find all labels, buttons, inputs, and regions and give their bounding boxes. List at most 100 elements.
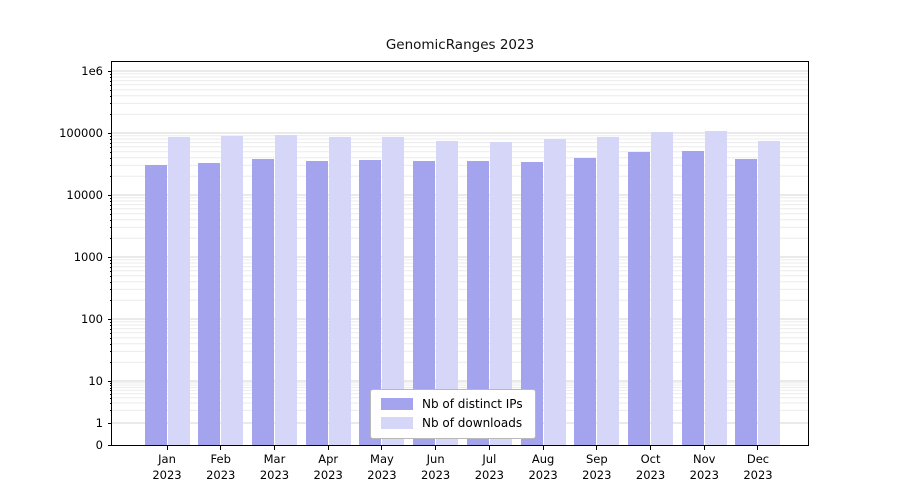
y-minor-tick-mark bbox=[109, 387, 112, 389]
bar-downloads bbox=[436, 141, 459, 445]
y-minor-tick-mark bbox=[109, 259, 112, 261]
y-tick-label: 10000 bbox=[66, 188, 103, 202]
x-tick-year: 2023 bbox=[152, 468, 182, 482]
x-tick-year: 2023 bbox=[420, 468, 451, 482]
y-minor-tick-mark bbox=[109, 219, 112, 221]
y-minor-tick-mark bbox=[109, 84, 112, 86]
bar-distinct-ips bbox=[144, 165, 167, 445]
y-minor-tick-mark bbox=[109, 289, 112, 291]
y-minor-tick-mark bbox=[109, 270, 112, 272]
y-minor-tick-mark bbox=[109, 332, 112, 334]
y-tick-label: 100 bbox=[81, 312, 103, 326]
x-tick-mark bbox=[596, 446, 598, 450]
bar-distinct-ips bbox=[628, 151, 651, 445]
x-tick-mark bbox=[381, 446, 383, 450]
y-minor-tick-mark bbox=[109, 142, 112, 144]
x-tick-month: Jan bbox=[158, 452, 176, 466]
y-minor-tick-mark bbox=[109, 135, 112, 137]
y-minor-tick-mark bbox=[109, 157, 112, 159]
y-minor-tick-mark bbox=[109, 201, 112, 202]
bar-downloads bbox=[543, 139, 566, 445]
x-tick-year: 2023 bbox=[474, 468, 504, 482]
y-minor-tick-mark bbox=[109, 275, 112, 277]
bar-downloads bbox=[597, 137, 620, 445]
bar-downloads bbox=[328, 137, 351, 445]
y-tick-label: 1e6 bbox=[81, 64, 103, 78]
legend: Nb of distinct IPs Nb of downloads bbox=[370, 389, 536, 439]
x-tick-year: 2023 bbox=[689, 468, 719, 482]
x-tick-month: Nov bbox=[693, 452, 716, 466]
x-tick-month: Dec bbox=[746, 452, 770, 466]
legend-label-distinct-ips: Nb of distinct IPs bbox=[422, 397, 523, 411]
y-minor-tick-mark bbox=[109, 321, 112, 323]
y-tick-mark bbox=[107, 257, 112, 258]
bar-distinct-ips bbox=[359, 159, 382, 445]
y-tick-label: 100000 bbox=[59, 126, 103, 140]
x-tick-label: Jan 2023 bbox=[137, 451, 197, 483]
x-tick-label: Mar 2023 bbox=[244, 451, 304, 483]
y-minor-tick-mark bbox=[109, 89, 112, 91]
x-tick-month: Sep bbox=[585, 452, 608, 466]
legend-item-downloads: Nb of downloads bbox=[381, 416, 523, 430]
x-tick-mark bbox=[166, 446, 168, 450]
y-tick-mark bbox=[107, 133, 112, 134]
y-minor-tick-mark bbox=[109, 197, 112, 199]
x-tick-year: 2023 bbox=[582, 468, 612, 482]
y-minor-tick-mark bbox=[109, 227, 112, 229]
y-minor-tick-mark bbox=[109, 390, 112, 392]
y-minor-tick-mark bbox=[109, 151, 112, 153]
bar-downloads bbox=[758, 140, 781, 445]
y-minor-tick-mark bbox=[109, 403, 112, 404]
y-minor-tick-mark bbox=[109, 362, 112, 364]
x-tick-year: 2023 bbox=[206, 468, 236, 482]
bar-downloads bbox=[274, 135, 297, 445]
y-minor-tick-mark bbox=[109, 139, 112, 140]
bar-downloads bbox=[167, 137, 190, 445]
y-tick-mark bbox=[107, 195, 112, 196]
x-tick-month: Apr bbox=[318, 452, 339, 466]
bars-layer bbox=[112, 62, 808, 445]
chart-title: GenomicRanges 2023 bbox=[385, 37, 535, 53]
y-tick-mark bbox=[107, 71, 112, 72]
x-tick-mark bbox=[703, 446, 705, 450]
bar-distinct-ips bbox=[251, 159, 274, 445]
x-tick-year: 2023 bbox=[367, 468, 397, 482]
x-tick-label: May 2023 bbox=[352, 451, 412, 483]
y-minor-tick-mark bbox=[109, 325, 112, 326]
y-minor-tick-mark bbox=[109, 80, 112, 82]
x-tick-label: Nov 2023 bbox=[674, 451, 734, 483]
y-minor-tick-mark bbox=[109, 213, 112, 215]
plot-area: Nb of distinct IPs Nb of downloads bbox=[111, 61, 809, 446]
y-minor-tick-mark bbox=[109, 77, 112, 78]
x-tick-month: Aug bbox=[531, 452, 555, 466]
y-tick-mark bbox=[107, 381, 112, 382]
x-tick-mark bbox=[757, 446, 759, 450]
bar-downloads bbox=[704, 130, 727, 445]
y-minor-tick-mark bbox=[109, 281, 112, 283]
x-tick-year: 2023 bbox=[635, 468, 666, 482]
bar-downloads bbox=[651, 131, 674, 445]
y-minor-tick-mark bbox=[109, 263, 112, 264]
bar-distinct-ips bbox=[574, 158, 597, 445]
bar-distinct-ips bbox=[681, 150, 704, 445]
x-tick-mark bbox=[650, 446, 652, 450]
y-minor-tick-mark bbox=[109, 73, 112, 75]
bar-downloads bbox=[382, 137, 405, 445]
y-minor-tick-mark bbox=[109, 385, 112, 387]
x-tick-mark bbox=[327, 446, 329, 450]
legend-swatch-distinct-ips bbox=[381, 398, 413, 410]
x-tick-month: Jun bbox=[426, 452, 445, 466]
x-tick-year: 2023 bbox=[743, 468, 773, 482]
bar-distinct-ips bbox=[735, 159, 758, 445]
legend-label-downloads: Nb of downloads bbox=[422, 416, 523, 430]
y-minor-tick-mark bbox=[109, 328, 112, 330]
y-tick-label: 1 bbox=[95, 416, 103, 430]
x-tick-mark bbox=[542, 446, 544, 450]
bar-distinct-ips bbox=[520, 162, 543, 445]
x-tick-month: Mar bbox=[263, 452, 286, 466]
y-minor-tick-mark bbox=[109, 238, 112, 240]
bar-distinct-ips bbox=[305, 160, 328, 445]
y-minor-tick-mark bbox=[109, 165, 112, 167]
x-tick-month: Jul bbox=[482, 452, 497, 466]
